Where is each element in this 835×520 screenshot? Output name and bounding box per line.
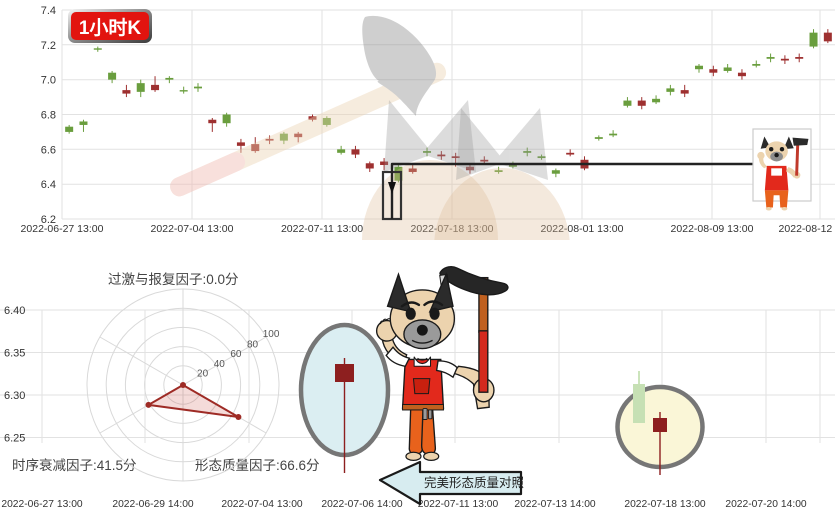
svg-text:6.40: 6.40 xyxy=(4,305,25,317)
svg-text:2022-07-20 14:00: 2022-07-20 14:00 xyxy=(725,499,807,510)
svg-text:80: 80 xyxy=(247,340,259,351)
svg-text:2022-07-04 13:00: 2022-07-04 13:00 xyxy=(221,499,303,510)
svg-text:100: 100 xyxy=(263,329,280,340)
svg-text:时序衰减因子:41.5分: 时序衰减因子:41.5分 xyxy=(12,457,137,473)
svg-text:40: 40 xyxy=(214,359,226,370)
svg-text:20: 20 xyxy=(197,368,209,379)
svg-text:60: 60 xyxy=(230,349,242,360)
svg-text:6.35: 6.35 xyxy=(4,348,25,360)
svg-text:2022-06-29 14:00: 2022-06-29 14:00 xyxy=(112,499,194,510)
svg-text:2022-07-18 13:00: 2022-07-18 13:00 xyxy=(624,499,706,510)
svg-text:2022-07-11 13:00: 2022-07-11 13:00 xyxy=(418,499,499,510)
svg-text:形态质量因子:66.6分: 形态质量因子:66.6分 xyxy=(195,458,320,473)
svg-text:过激与报复因子:0.0分: 过激与报复因子:0.0分 xyxy=(108,271,239,287)
svg-text:6.30: 6.30 xyxy=(4,390,25,402)
svg-text:完美形态质量对照: 完美形态质量对照 xyxy=(424,475,524,490)
svg-text:6.25: 6.25 xyxy=(4,433,25,445)
svg-text:2022-07-06 14:00: 2022-07-06 14:00 xyxy=(321,499,403,510)
svg-text:2022-06-27 13:00: 2022-06-27 13:00 xyxy=(1,499,83,510)
svg-text:2022-07-13 14:00: 2022-07-13 14:00 xyxy=(514,499,596,510)
